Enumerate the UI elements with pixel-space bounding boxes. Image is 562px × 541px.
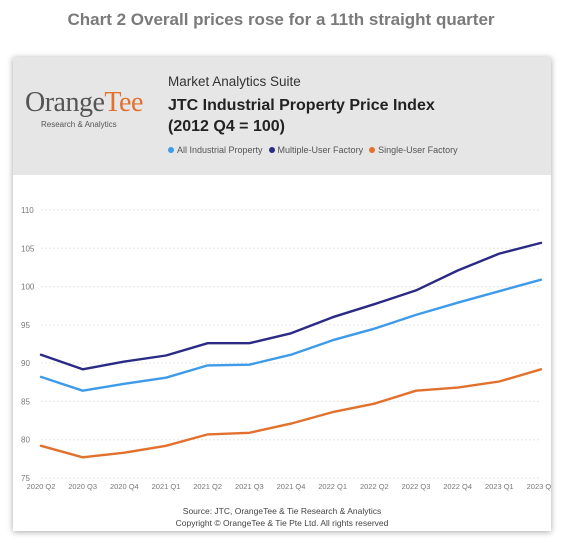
line-chart: 75 80 85 90 95 100 105 110 2020 Q2 2020 Q3 2020 Q4… [21,206,551,491]
y-tick-label-110: 110 [21,206,34,215]
series-line-3 [39,368,543,459]
x-tick-label-6: 2021 Q3 [235,482,264,491]
y-tick-label-105: 105 [21,244,35,253]
x-tick-label-9: 2022 Q2 [360,482,389,491]
x-tick-label-4: 2021 Q1 [152,482,181,491]
legend-item-3: Single-User Factory [369,145,458,155]
logo-wordmark: OrangeTee [25,87,161,119]
legend-swatch-2 [268,147,275,153]
chart-legend: All Industrial Property Multiple-User Fac… [168,145,458,155]
page-title: Chart 2 Overall prices rose for a 11th s… [67,10,495,29]
x-tick-label-2: 2020 Q3 [68,482,97,491]
orangetee-logo: OrangeTee Research & Analytics [25,87,161,129]
y-tick-label-90: 90 [21,359,30,368]
x-tick-label-3: 2020 Q4 [110,482,139,491]
logo-word-main: Orange [25,87,105,118]
chart-card: OrangeTee Research & Analytics Market An… [13,57,551,531]
y-tick-label-80: 80 [21,436,30,445]
legend-label-1: All Industrial Property [177,145,263,155]
legend-swatch-1 [168,147,174,153]
x-tick-label-12: 2023 Q1 [485,482,514,491]
x-tick-label-11: 2022 Q4 [443,482,472,491]
legend-swatch-3 [369,147,376,153]
y-tick-label-95: 95 [21,321,30,330]
legend-label-2: Multiple-User Factory [277,145,364,155]
x-tick-label-10: 2022 Q3 [402,482,431,491]
copyright-line: Copyright © OrangeTee & Tie Pte Ltd. All… [175,518,389,528]
x-tick-label-5: 2021 Q2 [193,482,222,491]
chart-title: JTC Industrial Property Price Index (201… [168,95,435,137]
legend-item-1: All Industrial Property [168,145,263,155]
suite-name: Market Analytics Suite [168,74,301,89]
y-tick-label-75: 75 [21,474,30,483]
series-line-1 [39,278,543,392]
chart-title-line2: (2012 Q4 = 100) [168,118,285,135]
legend-label-3: Single-User Factory [378,145,458,155]
x-tick-label-8: 2022 Q1 [318,482,347,491]
series-line-2 [39,241,543,371]
y-tick-label-100: 100 [21,283,35,292]
logo-subtitle: Research & Analytics [41,120,117,129]
x-tick-label-1: 2020 Q2 [27,482,56,491]
x-tick-label-7: 2021 Q4 [277,482,306,491]
logo-word-accent: Tee [104,87,143,118]
legend-item-2: Multiple-User Factory [268,145,364,155]
source-line: Source: JTC, OrangeTee & Tie Research & … [182,506,382,516]
y-tick-label-85: 85 [21,397,30,406]
x-tick-label-13: 2023 Q2 [527,482,551,491]
chart-title-line1: JTC Industrial Property Price Index [168,97,435,114]
chart-header: OrangeTee Research & Analytics Market An… [13,57,551,175]
